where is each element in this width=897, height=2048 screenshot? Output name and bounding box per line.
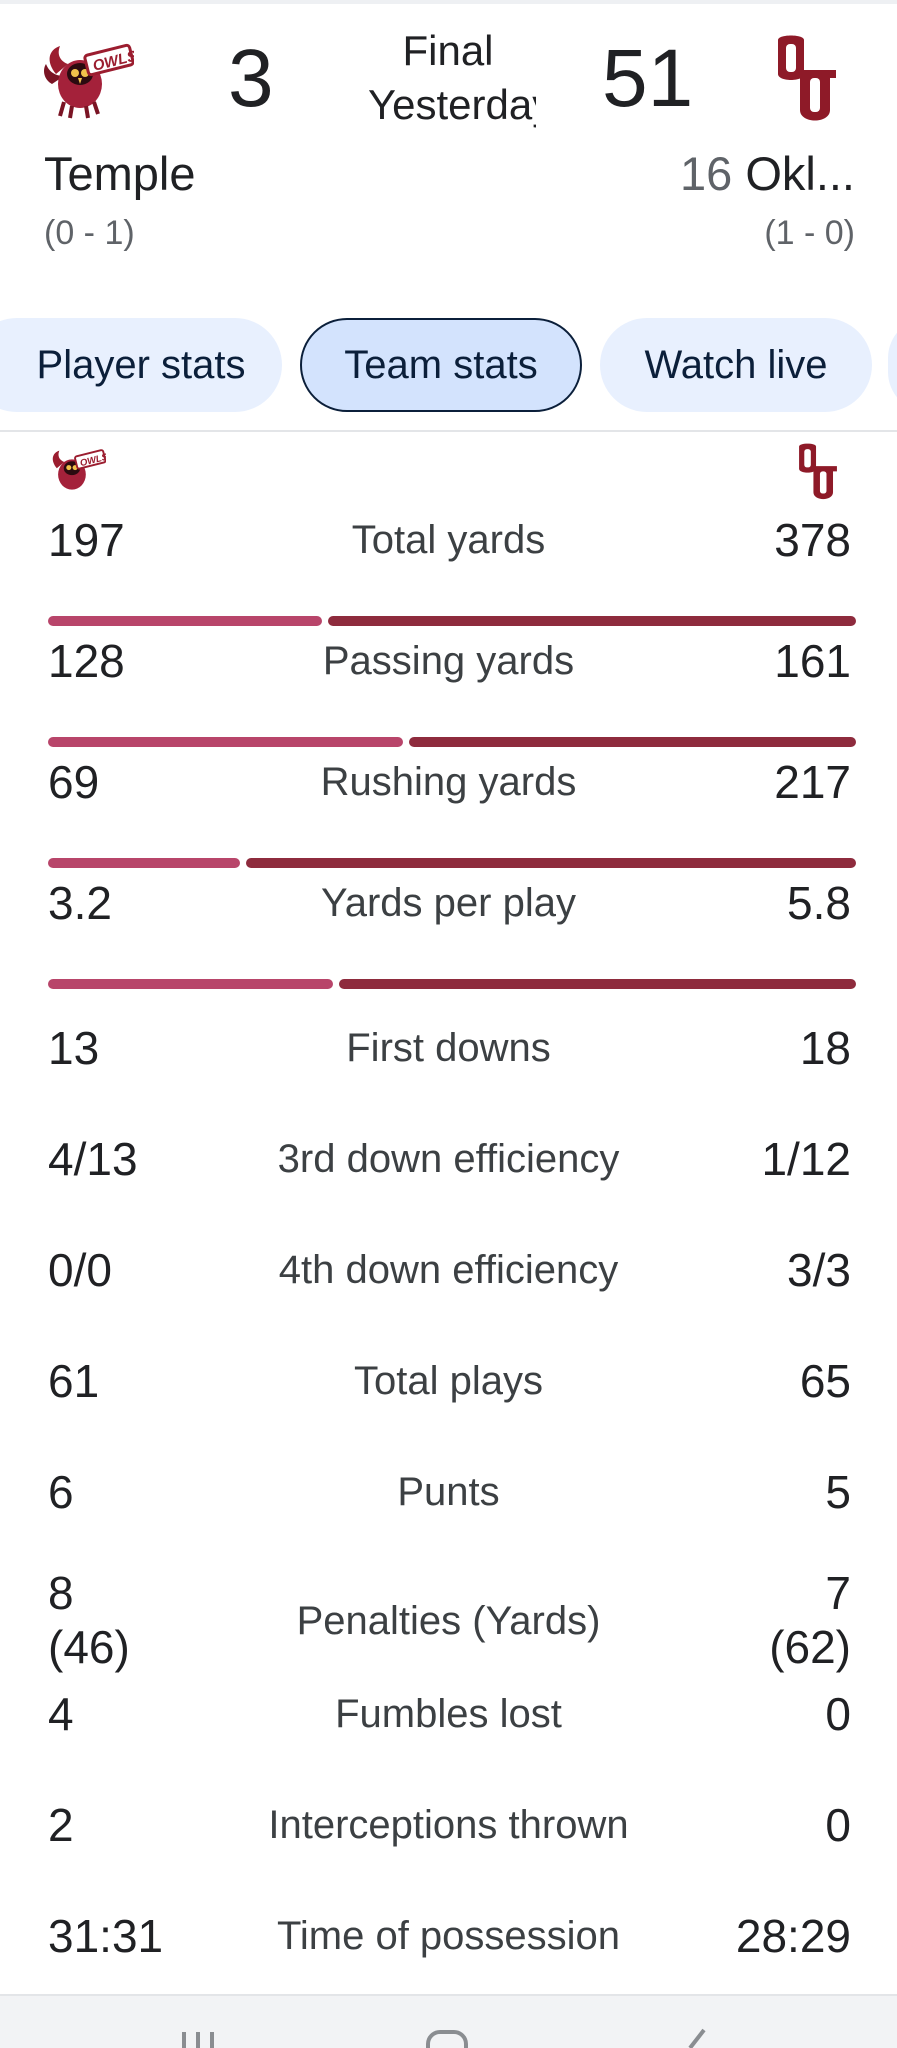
away-team-name: Temple <box>44 147 196 200</box>
home-score: 51 <box>602 33 694 124</box>
status-date: Yesterday <box>368 81 536 128</box>
stat-home-value: 0 <box>825 1799 851 1851</box>
stat-bar-home <box>328 616 856 626</box>
stat-label: 3rd down efficiency <box>277 1137 620 1181</box>
stat-label: Punts <box>397 1470 500 1514</box>
stat-label: Total plays <box>354 1359 543 1403</box>
stat-away-value: 128 <box>48 635 125 687</box>
stat-bar-home <box>246 858 856 868</box>
stat-away-value: 69 <box>48 756 100 808</box>
stat-away-value: 61 <box>48 1355 100 1407</box>
home-team-record: (1 - 0) <box>764 214 855 252</box>
stat-away-value: 3.2 <box>48 877 112 929</box>
stat-bar-home <box>409 737 856 747</box>
stat-away-value: 13 <box>48 1022 100 1074</box>
stat-home-value: 65 <box>799 1355 851 1407</box>
stat-away-value: 0/0 <box>48 1244 112 1296</box>
stat-label: First downs <box>346 1026 551 1070</box>
stat-label: Rushing yards <box>320 760 577 804</box>
stat-label: Total yards <box>351 518 546 562</box>
stat-away-value: 2 <box>48 1799 74 1851</box>
back-button-icon[interactable] <box>680 2026 710 2048</box>
stat-home-value: 0 <box>825 1688 851 1740</box>
stat-home-value: 3/3 <box>787 1244 851 1296</box>
stat-home-value: 378 <box>774 514 851 566</box>
tab-more[interactable] <box>888 318 897 412</box>
stat-away-value: 197 <box>48 514 125 566</box>
recent-apps-icon[interactable] <box>178 2026 218 2048</box>
stat-home-value: 161 <box>774 635 851 687</box>
stat-bar-away <box>48 737 403 747</box>
stat-bar-yards-per-play <box>48 979 856 989</box>
stat-bar-away <box>48 616 322 626</box>
oklahoma-ou-small-logo-icon <box>795 440 841 502</box>
temple-owls-logo-icon: OWLS <box>42 40 139 120</box>
stat-home-penalties: 7 <box>825 1567 851 1619</box>
stat-label: Penalties (Yards) <box>296 1599 601 1643</box>
stats-tabs: Player stats Team stats Watch live <box>0 318 897 414</box>
top-edge <box>0 0 897 4</box>
game-status: Final Yesterday <box>360 24 536 132</box>
section-divider <box>0 430 897 432</box>
stat-label: Fumbles lost <box>335 1692 562 1736</box>
status-final: Final <box>402 27 494 74</box>
away-score: 3 <box>228 33 274 124</box>
home-team-label: Okl... <box>745 147 855 200</box>
stat-away-value: 6 <box>48 1466 74 1518</box>
stat-bar-rushing-yards <box>48 858 856 868</box>
stat-bar-passing-yards <box>48 737 856 747</box>
away-team-record: (0 - 1) <box>44 214 135 252</box>
stat-away-penalties: 8 <box>48 1567 74 1619</box>
tab-player-stats[interactable]: Player stats <box>0 318 282 412</box>
stat-home-value: 5.8 <box>787 877 851 929</box>
stat-home-value: 18 <box>799 1022 851 1074</box>
stat-label: 4th down efficiency <box>278 1248 619 1292</box>
stat-bar-away <box>48 979 333 989</box>
temple-owls-small-logo-icon: OWLS <box>48 446 110 498</box>
stat-away-value: 8 (46) <box>48 1566 130 1674</box>
home-team-name: 16 Okl... <box>680 146 855 202</box>
home-team-rank: 16 <box>679 147 733 200</box>
stat-label: Passing yards <box>322 639 575 683</box>
stat-home-value: 28:29 <box>735 1910 851 1962</box>
stat-home-value: 217 <box>774 756 851 808</box>
stat-home-value: 1/12 <box>761 1133 851 1185</box>
system-nav-bar <box>0 1994 897 2048</box>
tab-team-stats[interactable]: Team stats <box>300 318 582 412</box>
stat-home-value: 7 (62) <box>769 1566 851 1674</box>
stat-home-value: 5 <box>825 1466 851 1518</box>
stat-bar-total-yards <box>48 616 856 626</box>
home-button-icon[interactable] <box>424 2026 470 2048</box>
stat-away-value: 4 <box>48 1688 74 1740</box>
stat-away-value: 4/13 <box>48 1133 138 1185</box>
stat-away-penalty-yards: (46) <box>48 1621 130 1673</box>
stat-away-value: 31:31 <box>48 1910 164 1962</box>
stat-label: Yards per play <box>321 881 576 925</box>
stat-label: Interceptions thrown <box>268 1803 629 1847</box>
tab-watch-live[interactable]: Watch live <box>600 318 872 412</box>
stat-home-penalty-yards: (62) <box>769 1621 851 1673</box>
stat-bar-away <box>48 858 240 868</box>
scoreboard[interactable]: OWLS 3 Final Yesterday 51 Temple 16 Okl.… <box>0 0 897 300</box>
stat-label: Time of possession <box>276 1914 621 1958</box>
stat-bar-home <box>339 979 856 989</box>
oklahoma-ou-logo-icon <box>772 30 842 125</box>
